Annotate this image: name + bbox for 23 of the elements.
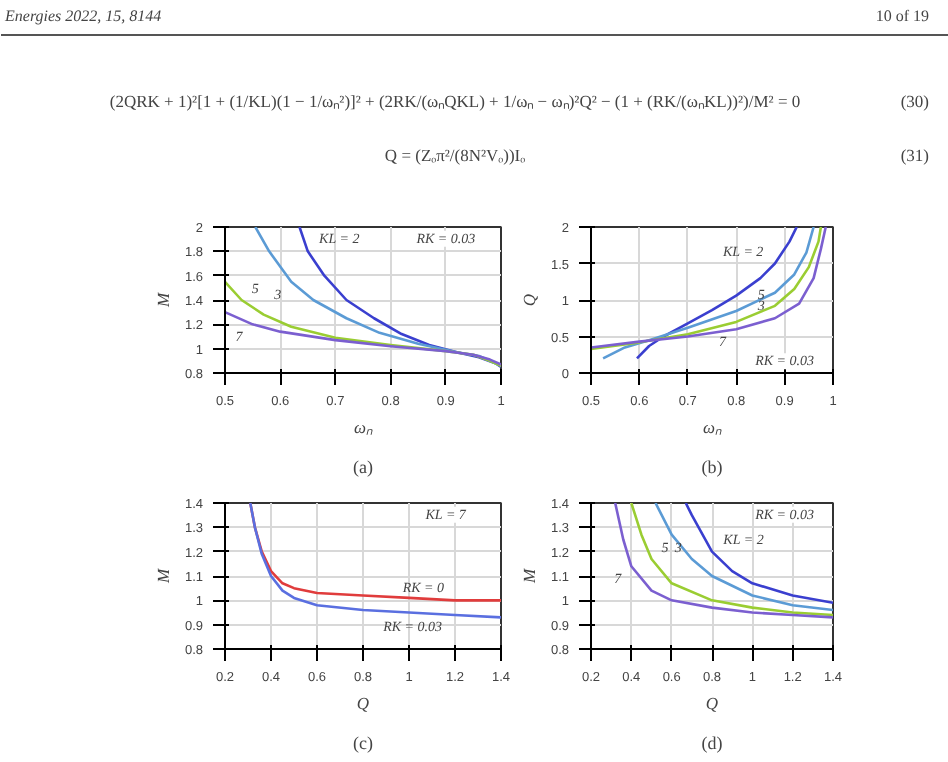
text: Energies 2022, 15, 8144 bbox=[3, 7, 162, 25]
line-series bbox=[225, 280, 501, 367]
line-series bbox=[225, 310, 501, 366]
y-axis-title: M bbox=[152, 291, 173, 310]
text: (d) bbox=[701, 733, 723, 753]
line-series bbox=[654, 503, 833, 612]
x-axis-title: Q bbox=[356, 693, 370, 713]
text: Q = (Zₒπ²/(8N²Vₒ))Iₒ bbox=[384, 145, 527, 165]
x-axis-title: Q bbox=[705, 693, 719, 713]
text: 10 of 19 bbox=[875, 7, 930, 25]
text: (31) bbox=[900, 145, 930, 165]
y-axis-title: Q bbox=[518, 293, 539, 307]
x-axis-title: ωₙ bbox=[354, 417, 374, 437]
y-axis-title: M bbox=[518, 567, 539, 586]
line-series bbox=[298, 227, 501, 369]
text: (a) bbox=[353, 457, 374, 477]
x-axis-title: ωₙ bbox=[703, 417, 723, 437]
text: (b) bbox=[701, 457, 723, 477]
text: (2QRK + 1)²[1 + (1/KL)(1 − 1/ωₙ²)]² + (2RK/(ωₙQKL) + 1/ωₙ − ωₙ)²Q² − (1 + (RK/(ωₙKL))²)/M² = 0 bbox=[109, 91, 801, 111]
line-series bbox=[684, 503, 833, 605]
y-axis-title: M bbox=[152, 567, 173, 586]
text: (c) bbox=[353, 733, 374, 753]
text: (30) bbox=[900, 91, 930, 111]
